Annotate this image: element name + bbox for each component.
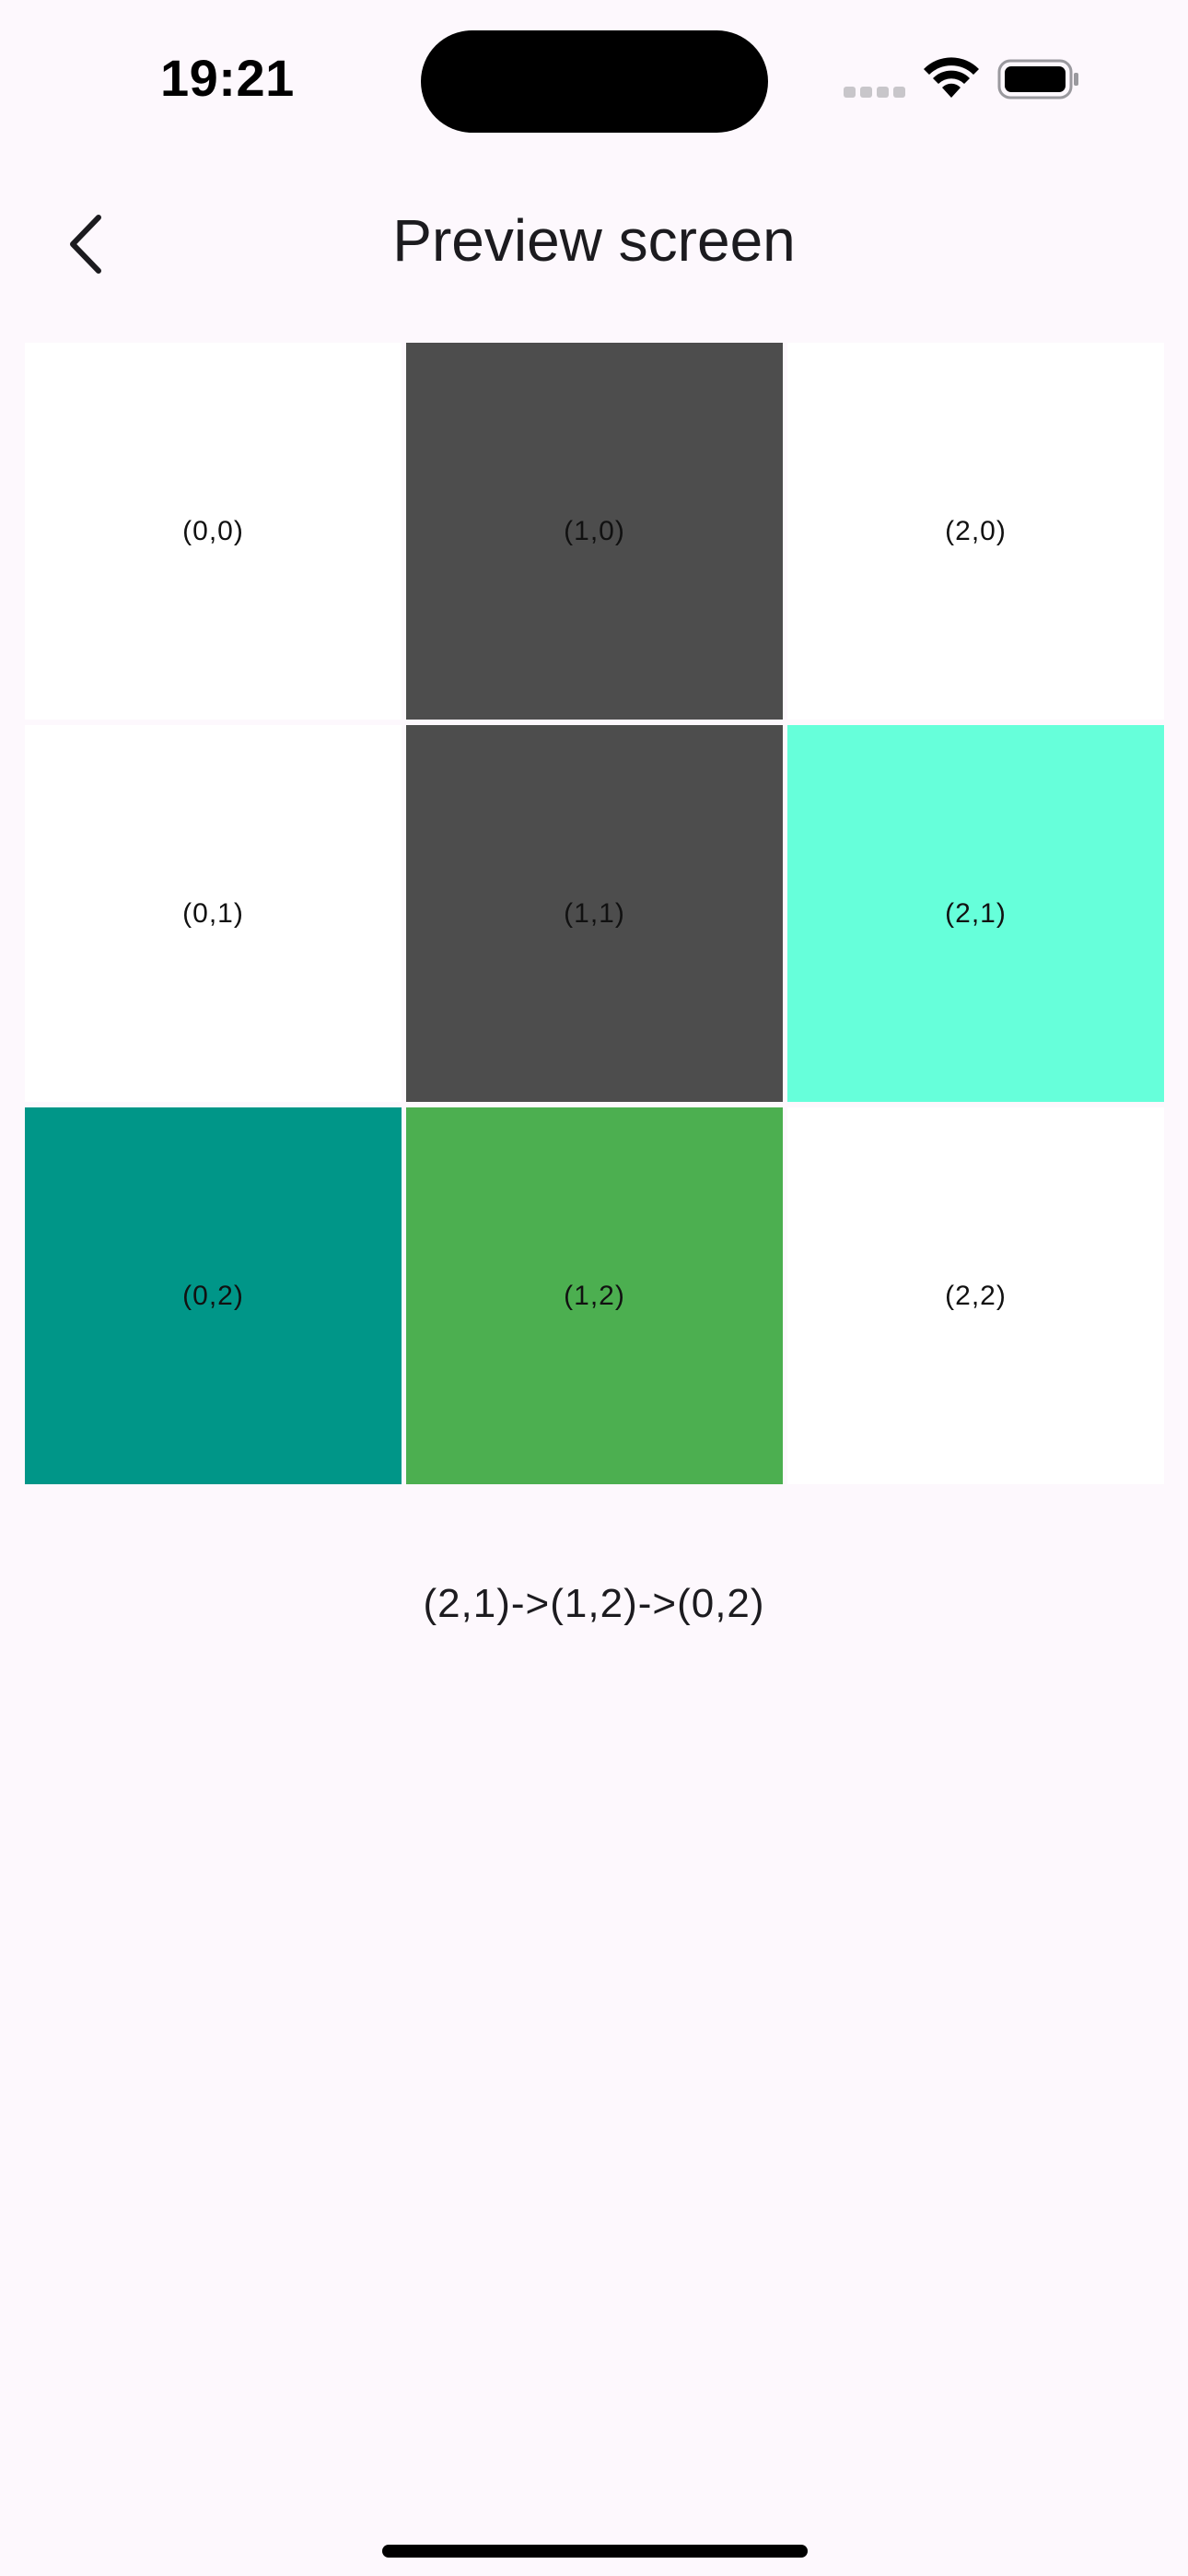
cellular-signal-icon xyxy=(844,87,906,98)
grid-cell-2-0[interactable]: (2,0) xyxy=(787,343,1164,720)
path-result-text: (2,1)->(1,2)->(0,2) xyxy=(423,1581,765,1626)
grid-cell-1-0[interactable]: (1,0) xyxy=(406,343,783,720)
dynamic-island xyxy=(421,30,768,133)
page-title: Preview screen xyxy=(392,207,796,274)
grid-cell-0-1[interactable]: (0,1) xyxy=(25,725,402,1102)
status-time: 19:21 xyxy=(160,49,295,107)
home-indicator[interactable] xyxy=(382,2545,808,2558)
grid-cell-2-2[interactable]: (2,2) xyxy=(787,1107,1164,1484)
chevron-left-icon xyxy=(70,215,101,274)
top-app-bar: Preview screen xyxy=(0,175,1188,313)
wifi-icon xyxy=(924,57,979,98)
grid-cell-2-1[interactable]: (2,1) xyxy=(787,725,1164,1102)
grid-cell-1-1[interactable]: (1,1) xyxy=(406,725,783,1102)
grid-cell-0-2[interactable]: (0,2) xyxy=(25,1107,402,1484)
grid-cell-1-2[interactable]: (1,2) xyxy=(406,1107,783,1484)
grid-cell-0-0[interactable]: (0,0) xyxy=(25,343,402,720)
battery-icon xyxy=(997,59,1078,100)
cell-grid: (0,0) (1,0) (2,0) (0,1) (1,1) (2,1) (0,2… xyxy=(25,343,1165,1485)
back-button[interactable] xyxy=(44,203,127,286)
status-bar: 19:21 xyxy=(0,0,1188,161)
